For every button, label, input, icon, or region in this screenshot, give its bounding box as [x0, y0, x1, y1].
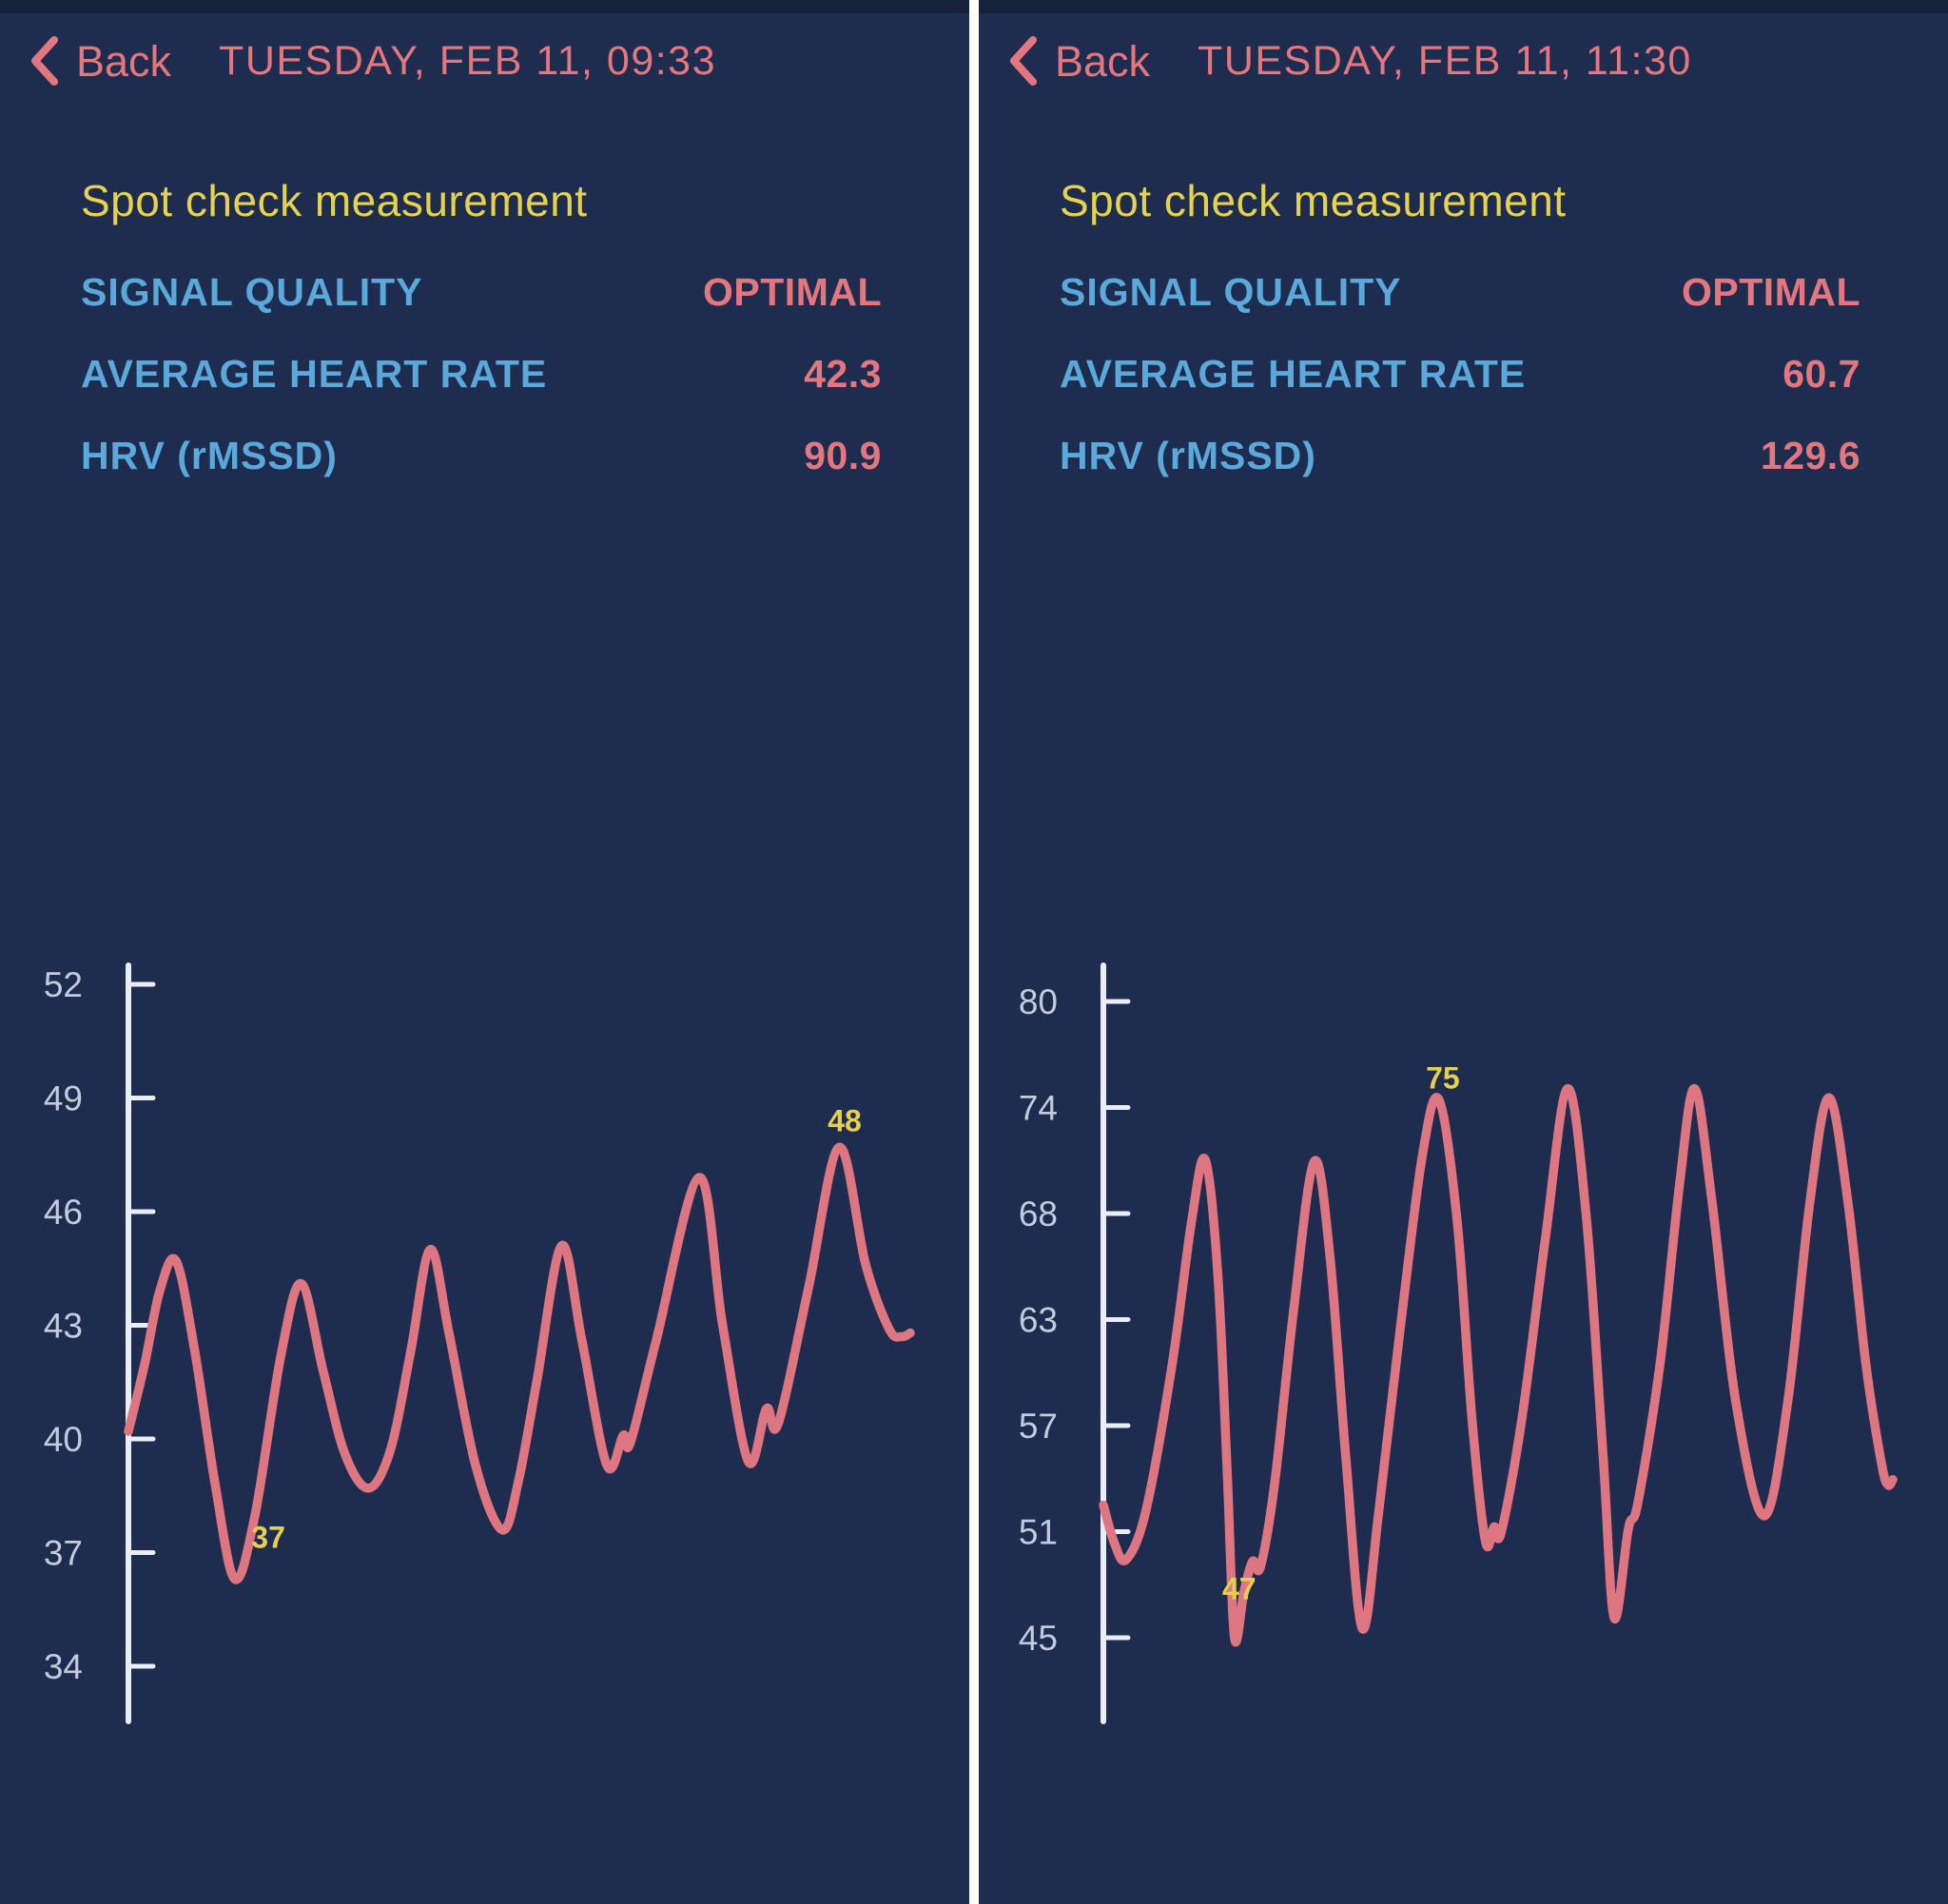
metric-value: 42.3 [804, 352, 882, 396]
back-button[interactable]: Back [1007, 35, 1150, 87]
back-label: Back [76, 36, 172, 86]
metric-value: 90.9 [804, 434, 882, 477]
metric-value: OPTIMAL [1682, 270, 1860, 314]
y-tick-label: 68 [1019, 1195, 1058, 1234]
point-annotation: 48 [828, 1103, 862, 1137]
y-tick-label: 57 [1019, 1407, 1058, 1446]
y-tick-label: 63 [1019, 1301, 1058, 1340]
y-tick-label: 46 [44, 1193, 83, 1232]
header-date-title: TUESDAY, FEB 11, 09:33 [219, 37, 717, 84]
heart-rate-line [1099, 1083, 1898, 1647]
section-title: Spot check measurement [81, 176, 588, 225]
heart-rate-chart: 80 74 68 63 57 51 45 47 75 [1019, 962, 1898, 1724]
back-chevron-icon [1010, 36, 1037, 86]
section-title: Spot check measurement [1060, 176, 1567, 225]
metric-row-average-heart-rate: AVERAGE HEART RATE 60.7 [1060, 352, 1860, 397]
y-tick-label: 80 [1019, 982, 1058, 1021]
y-tick-label: 45 [1019, 1619, 1058, 1658]
panel-header: Back TUESDAY, FEB 11, 09:33 [29, 32, 716, 89]
metric-label: HRV (rMSSD) [81, 434, 338, 477]
metric-label: HRV (rMSSD) [1060, 434, 1316, 477]
metric-label: SIGNAL QUALITY [81, 270, 423, 314]
y-tick-label: 51 [1019, 1513, 1058, 1552]
y-tick-label: 40 [44, 1420, 83, 1459]
metric-row-average-heart-rate: AVERAGE HEART RATE 42.3 [81, 352, 882, 397]
metric-row-signal-quality: SIGNAL QUALITY OPTIMAL [1060, 270, 1860, 315]
point-annotation: 47 [1222, 1571, 1256, 1605]
back-button[interactable]: Back [29, 35, 171, 87]
back-chevron-icon [31, 36, 58, 86]
y-tick-label: 52 [44, 965, 83, 1004]
metric-row-signal-quality: SIGNAL QUALITY OPTIMAL [81, 270, 882, 315]
y-tick-label: 74 [1019, 1089, 1058, 1128]
metric-label: AVERAGE HEART RATE [81, 352, 548, 396]
metric-row-hrv: HRV (rMSSD) 90.9 [81, 434, 882, 478]
panel-header: Back TUESDAY, FEB 11, 11:30 [1007, 32, 1692, 89]
y-tick-label: 34 [44, 1647, 83, 1686]
metric-value: OPTIMAL [703, 270, 882, 314]
point-annotation: 75 [1426, 1060, 1460, 1095]
y-tick-label: 43 [44, 1307, 83, 1346]
y-tick-label: 37 [44, 1534, 83, 1573]
point-annotation: 37 [251, 1521, 285, 1555]
heart-rate-line [124, 1142, 915, 1584]
metric-value: 129.6 [1760, 434, 1860, 477]
panel-divider [969, 0, 979, 1904]
metric-row-hrv: HRV (rMSSD) 129.6 [1060, 434, 1860, 478]
y-tick-label: 49 [44, 1079, 83, 1118]
spot-check-panel-left: Back TUESDAY, FEB 11, 09:33 Spot check m… [0, 0, 969, 1904]
back-label: Back [1055, 36, 1151, 86]
spot-check-panel-right: Back TUESDAY, FEB 11, 11:30 Spot check m… [979, 0, 1948, 1904]
metric-label: AVERAGE HEART RATE [1060, 352, 1527, 396]
metric-label: SIGNAL QUALITY [1060, 270, 1402, 314]
header-date-title: TUESDAY, FEB 11, 11:30 [1198, 37, 1692, 84]
heart-rate-chart: 52 49 46 43 40 37 34 37 48 [44, 962, 915, 1724]
metric-value: 60.7 [1782, 352, 1860, 396]
